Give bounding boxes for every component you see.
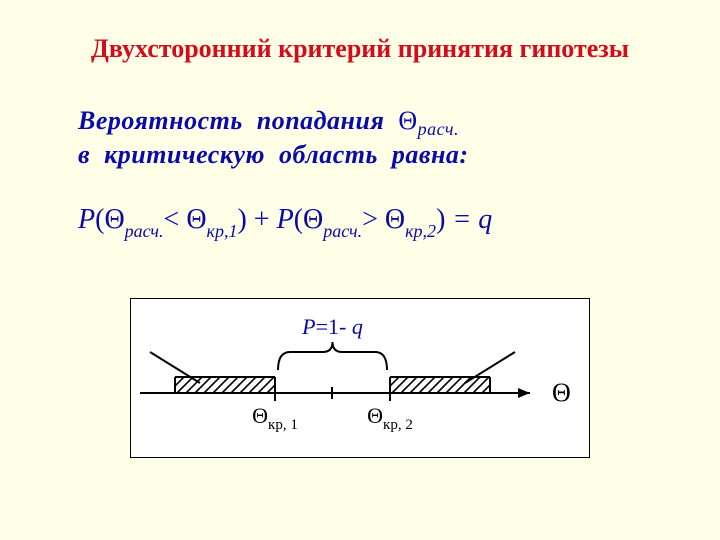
text-line-2: в критическую область равна: bbox=[78, 140, 469, 170]
critical-region-diagram: P=1- qΘкр, 1Θкр, 2Θ bbox=[130, 298, 590, 458]
line1-text: Вероятность попадания bbox=[78, 106, 398, 135]
f-theta4: Θ bbox=[385, 204, 405, 235]
f-sub-kr1: кр,1 bbox=[207, 221, 238, 241]
f-sub-kr2: кр,2 bbox=[405, 221, 436, 241]
f-sub-rasch2: расч. bbox=[323, 221, 362, 241]
f-lt: < bbox=[164, 204, 180, 235]
line1-theta-sub: расч. bbox=[418, 119, 459, 139]
slide-title: Двухсторонний критерий принятия гипотезы bbox=[0, 34, 720, 64]
f-eq-q: = q bbox=[445, 204, 492, 235]
f-open2: ( bbox=[294, 204, 303, 235]
f-theta1: Θ bbox=[104, 204, 124, 235]
f-P1: P bbox=[78, 204, 95, 235]
f-P2: P bbox=[277, 204, 294, 235]
probability-formula: P(Θрасч.< Θкр,1) + P(Θрасч.> Θкр,2) = q bbox=[78, 204, 492, 240]
svg-text:Θ: Θ bbox=[552, 378, 571, 407]
f-close2: ) bbox=[436, 204, 445, 235]
f-gt: > bbox=[362, 204, 378, 235]
f-theta2: Θ bbox=[186, 204, 206, 235]
text-line-1: Вероятность попадания Θрасч. bbox=[78, 106, 459, 140]
svg-text:P=1- q: P=1- q bbox=[301, 314, 363, 339]
f-sub-rasch1: расч. bbox=[125, 221, 164, 241]
f-theta3: Θ bbox=[303, 204, 323, 235]
f-close1: ) bbox=[237, 204, 246, 235]
line1-theta: Θ bbox=[398, 106, 417, 135]
f-plus: + bbox=[247, 204, 277, 235]
